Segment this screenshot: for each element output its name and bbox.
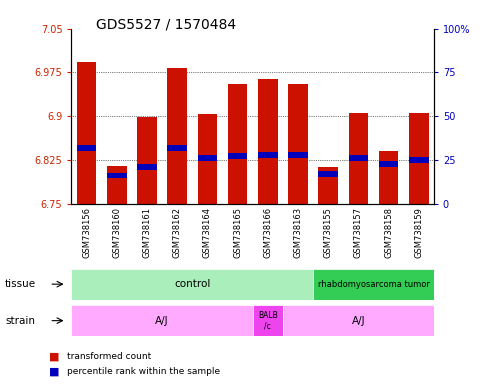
Bar (77, 62, 97, 204)
Text: GSM738156: GSM738156 (82, 207, 91, 258)
Bar (379, 161, 398, 167)
Bar (71, 269, 313, 300)
Text: A/J: A/J (155, 316, 169, 326)
Text: strain: strain (5, 316, 35, 326)
Text: GSM738159: GSM738159 (414, 207, 423, 258)
Bar (107, 173, 127, 179)
Text: GSM738157: GSM738157 (354, 207, 363, 258)
Text: GSM738162: GSM738162 (173, 207, 182, 258)
Bar (379, 151, 398, 204)
Text: GSM738164: GSM738164 (203, 207, 212, 258)
Text: ■: ■ (49, 366, 60, 376)
Bar (167, 68, 187, 204)
Text: GSM738155: GSM738155 (323, 207, 333, 258)
Bar (137, 118, 157, 204)
Text: GSM738165: GSM738165 (233, 207, 242, 258)
Bar (77, 145, 97, 151)
Text: GSM738161: GSM738161 (142, 207, 151, 258)
Bar (137, 164, 157, 170)
Bar (198, 114, 217, 204)
Bar (288, 84, 308, 204)
Bar (258, 79, 278, 204)
Text: GSM738163: GSM738163 (293, 207, 303, 258)
Bar (313, 269, 434, 300)
Text: A/J: A/J (352, 316, 365, 326)
Bar (198, 155, 217, 161)
Text: rhabdomyosarcoma tumor: rhabdomyosarcoma tumor (317, 280, 429, 289)
Text: tissue: tissue (5, 279, 36, 289)
Bar (252, 305, 283, 336)
Bar (409, 157, 428, 163)
Bar (318, 167, 338, 204)
Bar (228, 153, 247, 159)
Text: GDS5527 / 1570484: GDS5527 / 1570484 (96, 17, 236, 31)
Bar (409, 113, 428, 204)
Text: control: control (174, 279, 211, 289)
Text: GSM738166: GSM738166 (263, 207, 272, 258)
Text: percentile rank within the sample: percentile rank within the sample (67, 367, 220, 376)
Bar (228, 84, 247, 204)
Bar (258, 152, 278, 158)
Text: transformed count: transformed count (67, 352, 151, 361)
Bar (71, 305, 252, 336)
Text: GSM738160: GSM738160 (112, 207, 121, 258)
Bar (107, 166, 127, 204)
Bar (349, 113, 368, 204)
Bar (167, 145, 187, 151)
Text: GSM738158: GSM738158 (384, 207, 393, 258)
Bar (318, 172, 338, 177)
Text: ■: ■ (49, 351, 60, 361)
Bar (283, 305, 434, 336)
Text: BALB
/c: BALB /c (258, 311, 278, 330)
Bar (288, 152, 308, 158)
Bar (349, 155, 368, 161)
